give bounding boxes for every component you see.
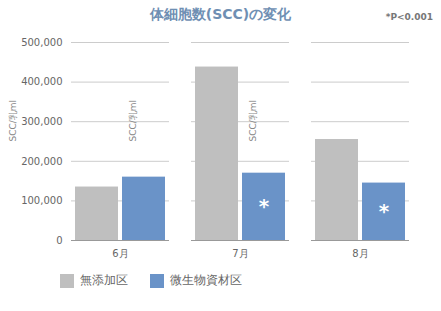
svg-text:SCC/乳ml: SCC/乳ml [128, 100, 138, 142]
html-text:*P<0.001: *P<0.001 [385, 12, 433, 22]
svg-text:500,000: 500,000 [21, 37, 62, 48]
svg-text:*: * [379, 199, 390, 223]
html-text:微生物資材区: 微生物資材区 [170, 273, 242, 287]
svg-text:SCC/乳ml: SCC/乳ml [8, 100, 18, 142]
svg-text:8月: 8月 [352, 248, 368, 259]
svg-text:7月: 7月 [232, 248, 248, 259]
svg-text:6月: 6月 [112, 248, 128, 259]
svg-text:200,000: 200,000 [21, 156, 62, 167]
svg-text:300,000: 300,000 [21, 116, 62, 127]
html-text:無添加区: 無添加区 [80, 273, 128, 287]
html-text:体細胞数(SCC)の変化: 体細胞数(SCC)の変化 [149, 6, 292, 22]
svg-text:*: * [259, 194, 270, 218]
svg-text:100,000: 100,000 [21, 195, 62, 206]
svg-text:SCC/乳ml: SCC/乳ml [248, 100, 258, 142]
svg-text:0: 0 [56, 235, 62, 246]
svg-text:400,000: 400,000 [21, 76, 62, 87]
